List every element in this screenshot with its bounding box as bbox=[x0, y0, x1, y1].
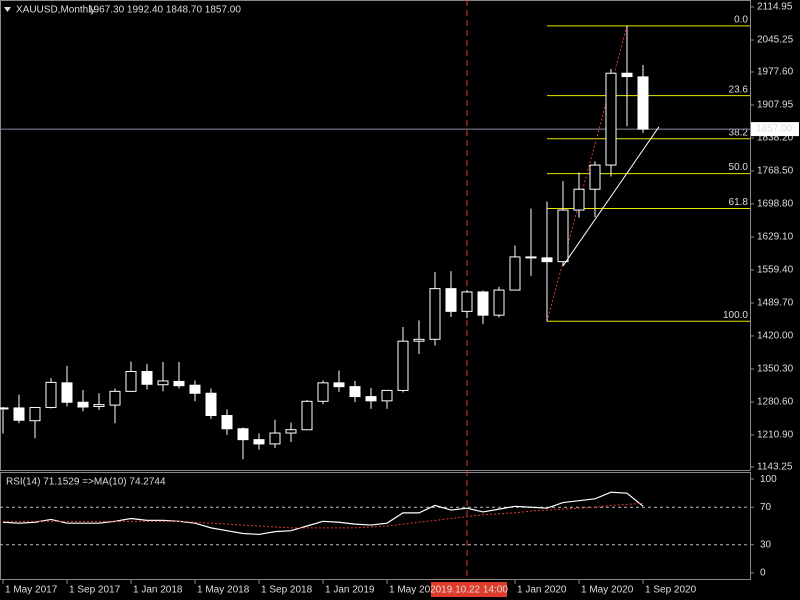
rsi-y-tick-label: 100 bbox=[760, 474, 777, 485]
y-tick-label: 1907.95 bbox=[757, 100, 794, 111]
y-tick-label: 1977.60 bbox=[757, 67, 794, 78]
price-label: 1857.00 bbox=[756, 124, 793, 135]
candle-body bbox=[429, 288, 441, 340]
x-tick-label: 1 Sep 2017 bbox=[69, 585, 121, 596]
y-tick-label: 1838.20 bbox=[757, 133, 794, 144]
candle-body bbox=[0, 407, 9, 410]
x-tick-label: 1 Jan 2019 bbox=[325, 585, 375, 596]
time-marker-box bbox=[431, 582, 507, 597]
candle-body bbox=[637, 76, 649, 130]
y-tick-label: 1350.30 bbox=[757, 364, 794, 375]
candle-body bbox=[269, 432, 281, 445]
x-tick-label: 1 May 2017 bbox=[5, 585, 58, 596]
candle-body bbox=[125, 370, 137, 392]
x-tick-label: 1 Sep 2018 bbox=[261, 585, 313, 596]
y-tick-label: 1420.00 bbox=[757, 331, 794, 342]
price-label-box bbox=[751, 122, 799, 137]
candle-body bbox=[205, 392, 217, 417]
candle-body bbox=[413, 338, 425, 342]
ohlc-header: 1967.30 1992.40 1848.70 1857.00 bbox=[88, 5, 241, 16]
candle-body bbox=[541, 257, 553, 263]
x-tick-label: 1 May 2020 bbox=[581, 585, 634, 596]
fib-level-label: 0.0 bbox=[734, 15, 748, 26]
candle-body bbox=[157, 380, 169, 386]
candle-body bbox=[525, 256, 537, 259]
rsi-line bbox=[2, 491, 644, 536]
candle-body bbox=[109, 390, 121, 406]
fib-level-label: 23.6 bbox=[729, 84, 749, 95]
candle-body bbox=[381, 389, 393, 402]
candle-body bbox=[189, 384, 201, 394]
candle-body bbox=[285, 429, 297, 434]
x-tick-label: 1 May 2019 bbox=[389, 585, 442, 596]
x-tick-label: 1 May 2018 bbox=[197, 585, 250, 596]
y-tick-label: 1768.50 bbox=[757, 166, 794, 177]
candle-body bbox=[477, 291, 489, 316]
y-tick-label: 1559.40 bbox=[757, 265, 794, 276]
candle-body bbox=[13, 407, 25, 421]
y-tick-label: 2045.25 bbox=[757, 35, 794, 46]
candle-body bbox=[317, 382, 329, 402]
trendline bbox=[562, 126, 660, 267]
fib-level-label: 50.0 bbox=[729, 162, 749, 173]
price-panel-frame bbox=[0, 0, 751, 471]
y-tick-label: 1210.90 bbox=[757, 430, 794, 441]
x-tick-label: 1 Jan 2018 bbox=[133, 585, 183, 596]
rsi-y-tick-label: 30 bbox=[760, 539, 772, 550]
candle-body bbox=[29, 406, 41, 422]
rsi-y-tick-label: 0 bbox=[760, 568, 766, 579]
candle-body bbox=[349, 386, 361, 398]
candle-body bbox=[397, 340, 409, 391]
fib-base-line bbox=[546, 25, 628, 322]
candle-body bbox=[333, 382, 345, 388]
fib-level-label: 38.2 bbox=[729, 127, 749, 138]
chart-title: XAUUSD,Monthly bbox=[16, 5, 95, 16]
candle-body bbox=[509, 256, 521, 291]
y-tick-label: 1280.60 bbox=[757, 397, 794, 408]
candle-body bbox=[77, 401, 89, 408]
time-marker-label: 2019.10.22 14:00 bbox=[430, 585, 508, 596]
rsi-title: RSI(14) 71.1529 =>MA(10) 74.2744 bbox=[6, 477, 166, 488]
candle-body bbox=[445, 288, 457, 312]
x-tick-label: 1 Jan 2020 bbox=[517, 585, 567, 596]
candle-body bbox=[61, 382, 73, 403]
candle-body bbox=[365, 396, 377, 402]
rsi-y-tick-label: 70 bbox=[760, 502, 772, 513]
candle-body bbox=[589, 164, 601, 190]
rsi-panel-frame bbox=[0, 472, 751, 580]
candle-body bbox=[557, 209, 569, 263]
candle-body bbox=[621, 72, 633, 78]
x-tick-label: 1 Sep 2020 bbox=[645, 585, 697, 596]
y-tick-label: 1489.70 bbox=[757, 298, 794, 309]
y-tick-label: 1143.25 bbox=[757, 462, 793, 473]
candle-body bbox=[237, 428, 249, 441]
candle-body bbox=[141, 370, 153, 385]
candle-body bbox=[301, 400, 313, 431]
candle-body bbox=[493, 289, 505, 316]
y-tick-label: 1698.80 bbox=[757, 199, 794, 210]
candle-body bbox=[573, 188, 585, 211]
collapse-icon bbox=[4, 7, 11, 12]
candle-body bbox=[605, 72, 617, 166]
y-tick-label: 1629.10 bbox=[757, 232, 794, 243]
candle-body bbox=[461, 291, 473, 312]
rsi-line bbox=[3, 502, 644, 529]
fib-level-label: 61.8 bbox=[729, 197, 749, 208]
candle-body bbox=[93, 404, 105, 408]
fib-level-label: 100.0 bbox=[723, 310, 748, 321]
candle-body bbox=[45, 381, 57, 408]
y-tick-label: 2114.95 bbox=[757, 2, 793, 13]
candle-body bbox=[253, 439, 265, 445]
candle-body bbox=[173, 380, 185, 387]
candle-body bbox=[221, 415, 233, 430]
